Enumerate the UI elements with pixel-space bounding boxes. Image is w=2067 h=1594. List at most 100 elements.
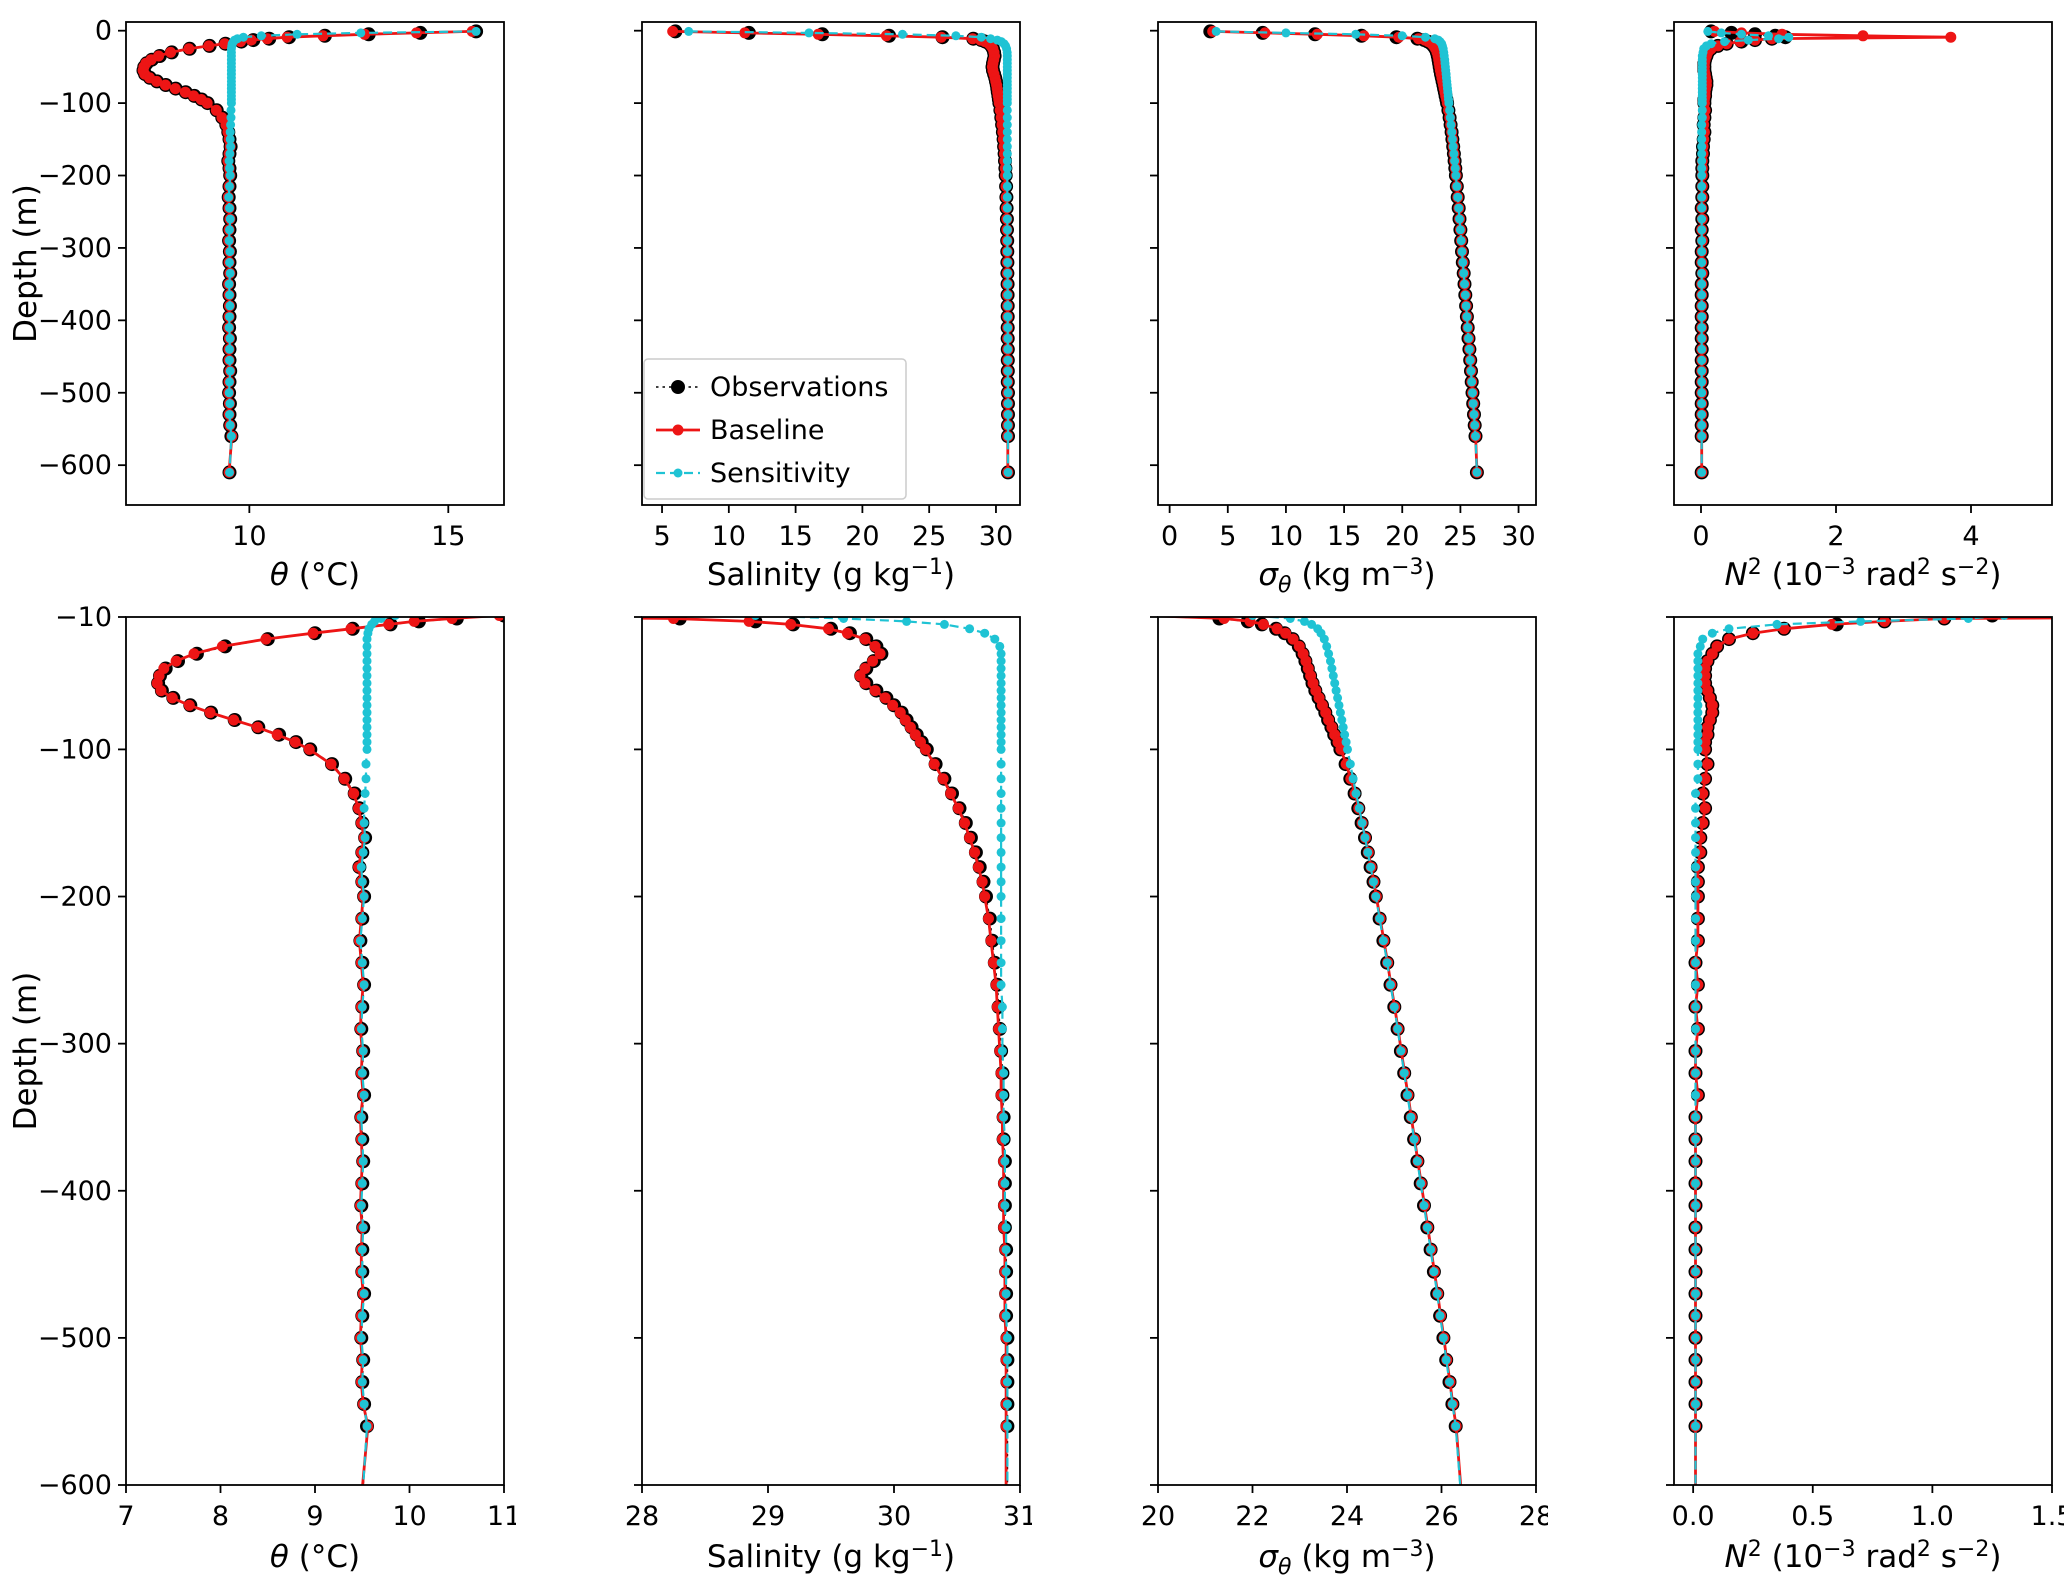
- series-observations-line: [1210, 30, 1478, 473]
- x-tick-label: 1.0: [1911, 1501, 1954, 1532]
- plot-area: [642, 617, 1015, 1485]
- series-baseline-markers: [151, 617, 504, 1432]
- legend-marker-sample: [672, 424, 684, 436]
- x-tick-label: 5: [653, 521, 670, 552]
- y-tick-label: −100: [38, 734, 112, 765]
- y-axis-label: Depth (m): [8, 972, 44, 1131]
- series-sensitivity-markers: [355, 617, 439, 1431]
- series-baseline-line: [1212, 30, 1479, 473]
- x-tick-label: 22: [1235, 1501, 1269, 1532]
- series-sensitivity-markers: [224, 26, 481, 477]
- axes: 10 15 0 −100 −200 −300 −400 −500 −600: [38, 16, 505, 552]
- y-tick-label: −600: [38, 450, 112, 481]
- series-baseline-markers: [1696, 25, 1957, 478]
- series-baseline-line: [155, 617, 498, 1485]
- x-tick-label: 29: [751, 1501, 785, 1532]
- series-baseline-markers: [1207, 25, 1483, 478]
- panel-sigma-theta-zoom: 20 22 24 26 28 σθ (kg m−3): [1141, 616, 1548, 1580]
- y-tick-label: −300: [38, 233, 112, 264]
- x-tick-label: 15: [778, 521, 812, 552]
- series-observations-markers: [672, 617, 1015, 1434]
- x-tick-label: 11: [487, 1501, 516, 1532]
- y-tick-label: −400: [38, 1176, 112, 1207]
- series-sensitivity-line: [1216, 30, 1478, 473]
- x-tick-label: 4: [1962, 521, 1979, 552]
- x-axis-label: N2 (10−3 rad2 s−2): [1725, 555, 2002, 593]
- legend-marker-sample: [671, 380, 685, 394]
- panel-theta-zoom: 7 8 9 10 11 −10 −100 −200 −300 −400 −500 −600 θ (°C)…: [8, 605, 516, 1575]
- x-tick-label: 24: [1330, 1501, 1364, 1532]
- x-axis-label: θ (°C): [270, 557, 360, 593]
- plot-area: [136, 24, 484, 480]
- series-sensitivity-markers: [751, 617, 1012, 1431]
- plot-area: [151, 617, 504, 1485]
- axes: 5 10 15 20 25 30: [634, 21, 1021, 552]
- axes: 28 29 30 31: [625, 616, 1032, 1532]
- x-tick-label: 31: [1003, 1501, 1032, 1532]
- x-axis-label: σθ (kg m−3): [1258, 555, 1435, 598]
- series-observations-markers: [1688, 617, 2000, 1434]
- x-tick-label: 1.5: [2031, 1501, 2064, 1532]
- axes: 7 8 9 10 11 −10 −100 −200 −300 −400 −500 −600: [38, 605, 516, 1532]
- series-sensitivity-markers: [1158, 617, 1461, 1431]
- x-tick-label: 20: [1385, 521, 1419, 552]
- plot-area: [1694, 24, 1957, 480]
- axes: 0 2 4: [1666, 21, 2053, 552]
- panel-n2-deep: 0 2 4N2 (10−3 rad2 s−2): [1666, 21, 2053, 593]
- series-observations-line: [642, 617, 1009, 1485]
- y-tick-label: 0: [95, 16, 112, 47]
- plot-area: [1688, 617, 2052, 1485]
- legend-label: Observations: [710, 372, 888, 403]
- panel-salinity-deep: 5 10 15 20 25 30 Salinity (g kg−1) Observations…: [634, 21, 1021, 593]
- series-sensitivity-line: [359, 617, 394, 1485]
- y-tick-label: −200: [38, 882, 112, 913]
- series-observations-line: [157, 617, 494, 1485]
- y-tick-label: −600: [38, 1470, 112, 1501]
- x-tick-label: 28: [625, 1501, 659, 1532]
- y-tick-label: −400: [38, 305, 112, 336]
- y-axis-label: Depth (m): [8, 184, 44, 343]
- series-baseline-markers: [1690, 617, 1950, 1432]
- series-baseline-markers: [137, 25, 478, 478]
- series-sensitivity-line: [1700, 30, 1789, 473]
- series-sensitivity-line: [1694, 617, 2000, 1485]
- x-tick-label: 10: [392, 1501, 426, 1532]
- x-tick-label: 7: [117, 1501, 134, 1532]
- series-observations-line: [1700, 30, 1786, 473]
- x-tick-label: 26: [1424, 1501, 1458, 1532]
- legend-marker-sample: [673, 468, 683, 478]
- x-tick-label: 0.0: [1672, 1501, 1715, 1532]
- x-tick-label: 15: [1327, 521, 1361, 552]
- x-tick-label: 0: [1161, 521, 1178, 552]
- x-tick-label: 20: [1141, 1501, 1175, 1532]
- series-sensitivity-markers: [1697, 26, 1794, 477]
- series-sensitivity-line: [227, 30, 477, 473]
- x-tick-label: 28: [1519, 1501, 1548, 1532]
- series-baseline-line: [1700, 30, 1951, 473]
- x-tick-label: 8: [212, 1501, 229, 1532]
- x-tick-label: 0.5: [1791, 1501, 1834, 1532]
- x-tick-label: 30: [877, 1501, 911, 1532]
- panel-sigma-theta-deep: 0 5 10 15 20 25 30 σθ (kg m−3): [1150, 21, 1537, 598]
- series-observations-markers: [151, 617, 504, 1434]
- legend-label: Sensitivity: [710, 458, 851, 489]
- plot-area: [667, 24, 1015, 480]
- y-tick-label: −100: [38, 88, 112, 119]
- series-sensitivity-markers: [684, 26, 1013, 477]
- series-sensitivity-markers: [1211, 26, 1482, 477]
- y-tick-label: −500: [38, 378, 112, 409]
- x-axis-label: N2 (10−3 rad2 s−2): [1725, 1537, 2002, 1575]
- series-observations-line: [1694, 617, 1982, 1485]
- x-tick-label: 25: [912, 521, 946, 552]
- x-tick-label: 0: [1692, 521, 1709, 552]
- axes: 0.0 0.5 1.0 1.5: [1666, 616, 2064, 1532]
- x-tick-label: 25: [1443, 521, 1477, 552]
- series-baseline-line: [642, 617, 1008, 1485]
- x-tick-label: 10: [712, 521, 746, 552]
- y-tick-label: −200: [38, 161, 112, 192]
- y-tick-label: −500: [38, 1323, 112, 1354]
- series-sensitivity-markers: [1691, 617, 2009, 1431]
- plot-area: [1203, 24, 1484, 480]
- x-tick-label: 2: [1827, 521, 1844, 552]
